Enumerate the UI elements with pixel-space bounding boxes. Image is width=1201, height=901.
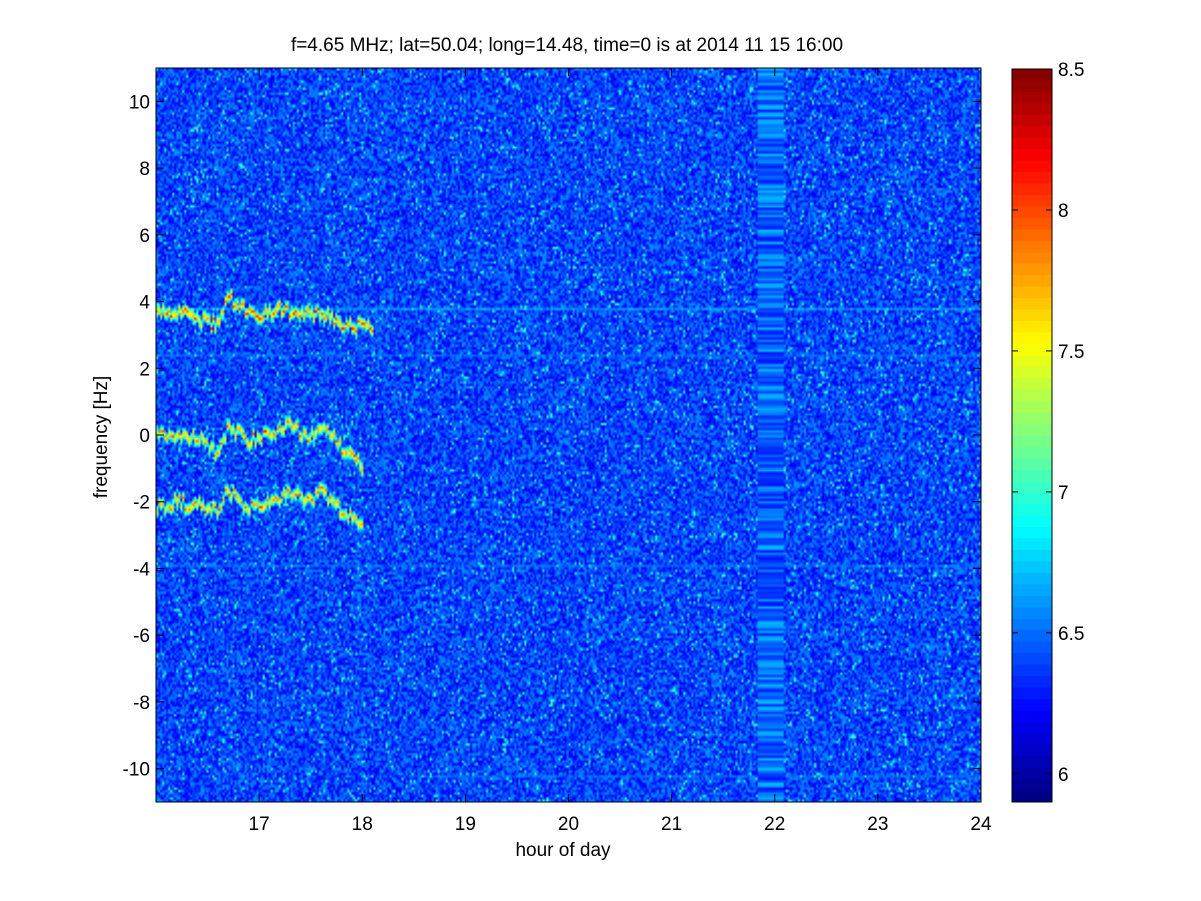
colorbar-tick-label: 6 bbox=[1058, 765, 1069, 786]
y-tick-label: 0 bbox=[139, 426, 150, 447]
y-tick-label: -4 bbox=[133, 559, 150, 580]
colorbar-ticks: 6 6.5 7 7.5 8 8.5 bbox=[1012, 60, 1084, 786]
heatmap-plot-area bbox=[155, 67, 982, 803]
x-tick-label: 17 bbox=[249, 814, 270, 835]
colorbar-gradient bbox=[1012, 69, 1052, 802]
x-tick-label: 19 bbox=[455, 814, 476, 835]
colorbar-tick-label: 8 bbox=[1058, 201, 1069, 222]
y-tick-label: 8 bbox=[139, 159, 150, 180]
y-tick-label: 10 bbox=[129, 92, 150, 113]
y-tick-label: 2 bbox=[139, 359, 150, 380]
x-tick-label: 18 bbox=[352, 814, 373, 835]
colorbar-tick-label: 6.5 bbox=[1058, 624, 1084, 645]
y-tick-label: 4 bbox=[139, 293, 150, 314]
x-tick-label: 22 bbox=[764, 814, 785, 835]
y-tick-label: -2 bbox=[133, 493, 150, 514]
x-tick-label: 21 bbox=[661, 814, 682, 835]
y-axis-ticks: -10 -8 -6 -4 -2 0 2 4 6 8 10 bbox=[123, 92, 981, 781]
y-tick-label: 6 bbox=[139, 226, 150, 247]
colorbar-tick-label: 7.5 bbox=[1058, 342, 1084, 363]
y-tick-label: -8 bbox=[133, 693, 150, 714]
x-tick-label: 20 bbox=[558, 814, 579, 835]
x-axis-ticks: 17 18 19 20 21 22 23 24 bbox=[249, 68, 992, 835]
x-tick-label: 24 bbox=[970, 814, 992, 835]
colorbar-tick-label: 7 bbox=[1058, 483, 1069, 504]
y-tick-label: -10 bbox=[123, 760, 150, 781]
x-axis-label: hour of day bbox=[515, 840, 611, 861]
colorbar-tick-label: 8.5 bbox=[1058, 60, 1084, 81]
y-axis-label: frequency [Hz] bbox=[91, 376, 112, 499]
x-tick-label: 23 bbox=[867, 814, 888, 835]
heatmap-image bbox=[156, 68, 981, 802]
chart-title: f=4.65 MHz; lat=50.04; long=14.48, time=… bbox=[291, 35, 843, 56]
colorbar: 6 6.5 7 7.5 8 8.5 bbox=[1011, 60, 1084, 803]
y-tick-label: -6 bbox=[133, 626, 150, 647]
